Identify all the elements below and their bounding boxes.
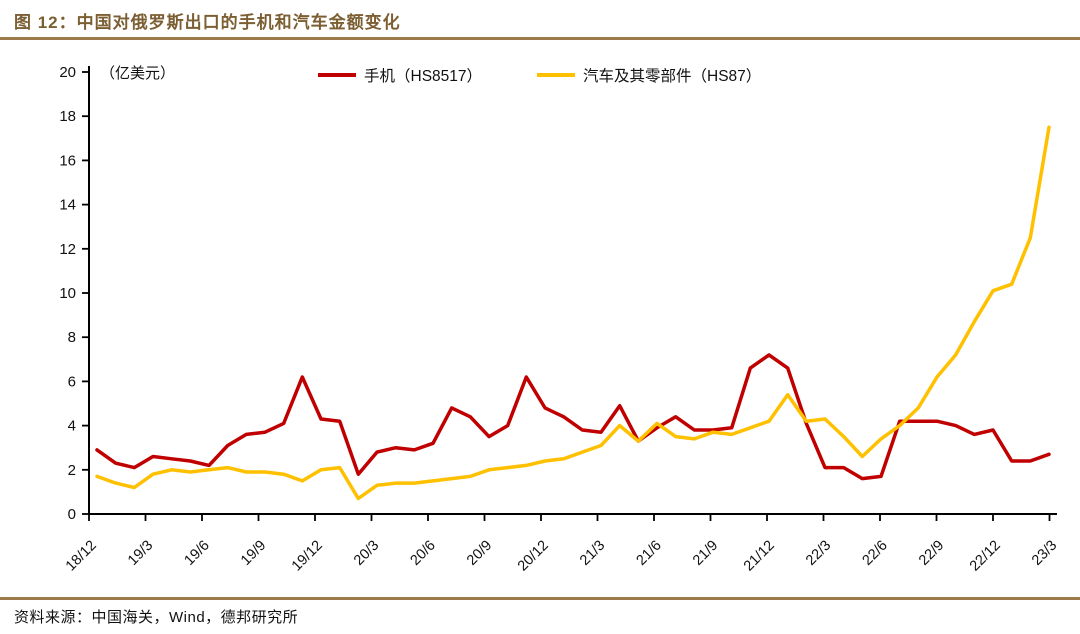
x-tick-label: 22/12 (967, 538, 1004, 575)
x-tick-label: 20/9 (464, 538, 495, 569)
legend-label-phones: 手机（HS8517） (364, 68, 483, 85)
x-tick-label: 20/12 (515, 538, 552, 575)
x-tick-label: 19/6 (182, 538, 213, 569)
y-tick-label: 20 (59, 64, 76, 81)
legend-item-phones: 手机（HS8517） (318, 64, 482, 86)
y-tick-label: 16 (59, 152, 76, 169)
y-tick-label: 0 (68, 506, 76, 523)
footer-rule (0, 597, 1080, 600)
legend-item-vehicles: 汽车及其零部件（HS87） (537, 64, 761, 86)
y-tick-label: 10 (59, 285, 76, 302)
y-tick-label: 8 (68, 329, 76, 346)
legend-label-vehicles: 汽车及其零部件（HS87） (583, 68, 762, 85)
y-tick-label: 14 (59, 197, 76, 214)
x-tick-label: 19/12 (289, 538, 326, 575)
source-note: 资料来源：中国海关，Wind，德邦研究所 (14, 609, 299, 626)
x-tick-label: 18/12 (63, 538, 100, 575)
phones-line-swatch (318, 73, 356, 77)
x-tick-label: 22/9 (916, 538, 947, 569)
x-tick-label: 22/6 (860, 538, 891, 569)
x-tick-label: 20/6 (408, 538, 439, 569)
y-tick-label: 6 (68, 373, 76, 390)
x-tick-label: 19/9 (238, 538, 269, 569)
x-tick-label: 21/9 (690, 538, 721, 569)
x-tick-label: 22/3 (803, 538, 834, 569)
y-tick-label: 4 (68, 418, 76, 435)
x-tick-label: 21/6 (634, 538, 665, 569)
figure-title: 图 12：中国对俄罗斯出口的手机和汽车金额变化 (14, 13, 401, 32)
header-rule (0, 37, 1080, 40)
x-tick-label: 19/3 (125, 538, 156, 569)
x-tick-label: 23/3 (1029, 538, 1060, 569)
vehicles-line-swatch (537, 73, 575, 77)
y-tick-label: 18 (59, 108, 76, 125)
x-tick-label: 21/3 (577, 538, 608, 569)
y-tick-label: 12 (59, 241, 76, 258)
x-tick-label: 21/12 (741, 538, 778, 575)
y-tick-label: 2 (68, 462, 76, 479)
x-tick-label: 20/3 (351, 538, 382, 569)
y-axis-unit-label: （亿美元） (100, 65, 176, 82)
series-line-phones (95, 353, 1051, 481)
series-line-vehicles (95, 125, 1051, 501)
